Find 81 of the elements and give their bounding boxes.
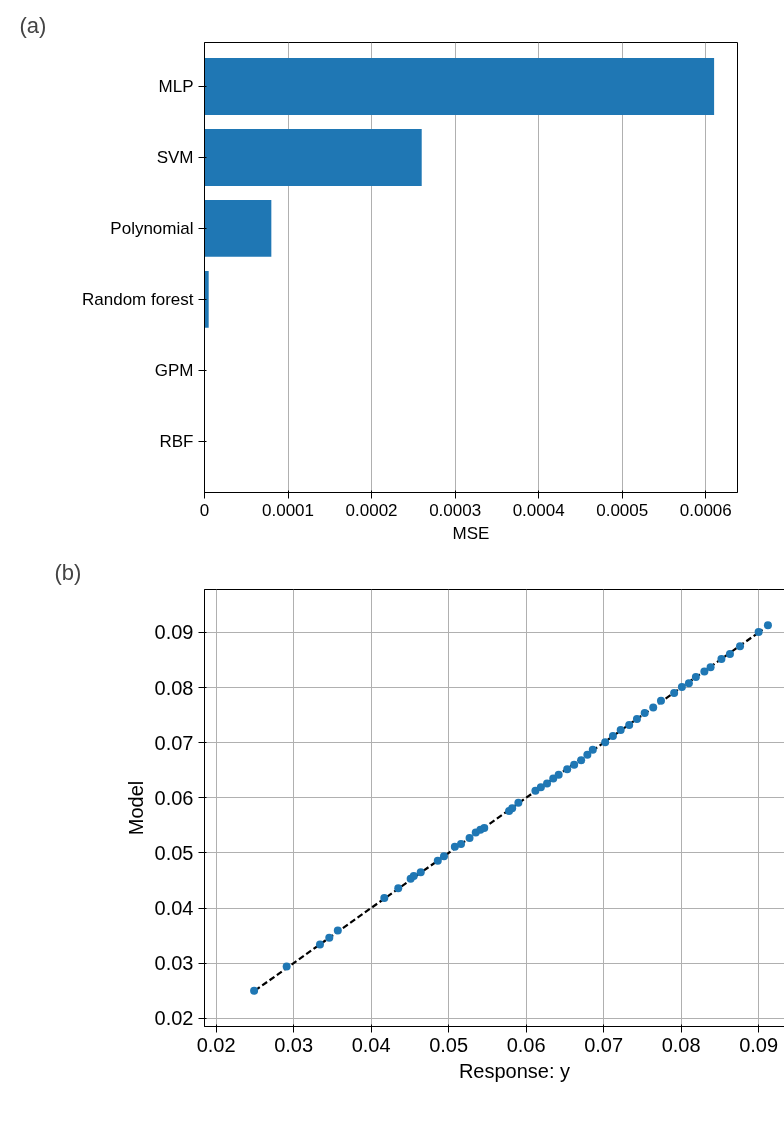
x-tick-label: 0 (199, 500, 210, 520)
point (514, 798, 523, 807)
y-axis-title: Model (124, 780, 147, 836)
point (725, 649, 734, 658)
x-axis-title: Response: y (458, 1059, 571, 1082)
y-tick-label: 0.04 (154, 897, 194, 920)
point (640, 708, 649, 717)
point (315, 940, 324, 949)
point (583, 750, 592, 759)
y-tick-label: Random forest (82, 289, 194, 309)
x-tick-label: 0.06 (506, 1033, 546, 1056)
point (282, 962, 291, 971)
point (543, 779, 552, 788)
x-tick-label: 0.0002 (345, 500, 398, 520)
chart-title: (b) (54, 559, 82, 585)
y-tick-label: RBF (159, 431, 194, 451)
point (577, 756, 586, 765)
point (554, 770, 563, 779)
x-tick-label: 0.02 (196, 1033, 236, 1056)
y-tick-label: 0.02 (154, 1007, 194, 1030)
point (570, 760, 579, 769)
y-tick-label: 0.07 (154, 731, 194, 754)
point (656, 696, 665, 705)
point (549, 774, 558, 783)
x-tick-label: 0.08 (661, 1033, 701, 1056)
point (625, 721, 634, 730)
x-tick-label: 0.0006 (679, 500, 732, 520)
x-tick-label: 0.05 (429, 1033, 469, 1056)
point (677, 683, 686, 692)
bar (204, 58, 715, 115)
x-tick-label: 0.03 (274, 1033, 314, 1056)
x-tick-label: 0.0003 (429, 500, 482, 520)
point (433, 856, 442, 865)
point (588, 745, 597, 754)
point (380, 894, 389, 903)
y-tick-label: 0.06 (154, 786, 194, 809)
point (736, 642, 745, 651)
bar (204, 271, 209, 328)
point (325, 933, 334, 942)
y-tick-label: 0.03 (154, 952, 194, 975)
point (601, 738, 610, 747)
point (450, 842, 459, 851)
bar (204, 129, 422, 186)
point (480, 824, 489, 833)
point (563, 765, 572, 774)
point (700, 667, 709, 676)
point (250, 986, 259, 995)
point (536, 783, 545, 792)
point (717, 654, 726, 663)
chart-title: (a) (19, 12, 47, 38)
point (616, 726, 625, 735)
y-tick-label: GPM (154, 360, 194, 380)
point (649, 703, 658, 712)
y-tick-label: 0.08 (154, 676, 194, 699)
point (439, 852, 448, 861)
point (691, 673, 700, 682)
x-tick-label: 0.0004 (512, 500, 565, 520)
point (684, 679, 693, 688)
bar (204, 200, 272, 257)
point (333, 926, 342, 935)
y-tick-label: 0.09 (154, 621, 194, 644)
x-axis-title: MSE (452, 523, 490, 543)
x-tick-label: 0.09 (739, 1033, 779, 1056)
point (632, 715, 641, 723)
x-tick-label: 0.04 (351, 1033, 391, 1056)
point (608, 732, 617, 741)
x-tick-label: 0.0001 (262, 500, 315, 520)
point (457, 840, 466, 849)
point (416, 868, 425, 877)
y-tick-label: SVM (156, 147, 194, 167)
x-tick-label: 0.0005 (596, 500, 649, 520)
point (763, 621, 772, 630)
point (670, 689, 679, 698)
point (394, 884, 403, 893)
y-tick-label: 0.05 (154, 841, 194, 864)
x-tick-label: 0.07 (584, 1033, 624, 1056)
point (465, 834, 474, 843)
y-tick-label: Polynomial (110, 218, 194, 238)
y-tick-label: MLP (158, 77, 194, 97)
point (706, 663, 715, 672)
point (754, 627, 763, 636)
